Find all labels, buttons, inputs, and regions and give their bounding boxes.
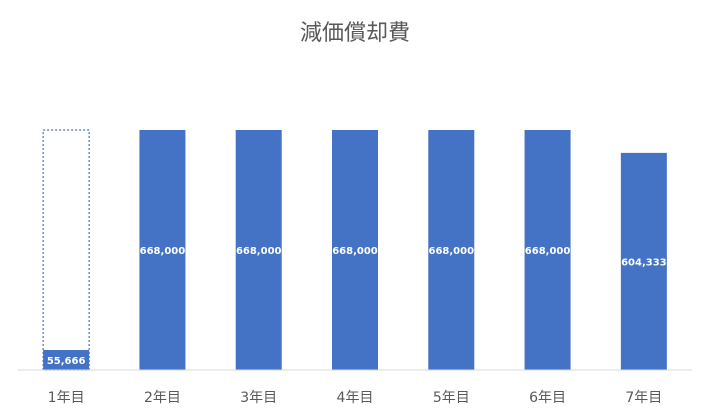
x-tick-label: 6年目 bbox=[529, 390, 566, 406]
bar-outline-1 bbox=[42, 129, 90, 371]
x-tick-label: 2年目 bbox=[144, 390, 181, 406]
bar bbox=[428, 130, 475, 370]
data-label: 668,000 bbox=[525, 246, 571, 257]
chart-title: 減価償却費 bbox=[300, 21, 410, 46]
data-label: 668,000 bbox=[236, 246, 282, 257]
plot-area: 55,666 668,000 668,000 668,000 668,000 668,00… bbox=[42, 129, 667, 371]
x-axis-ticks: 1年目 2年目 3年目 4年目 5年目 6年目 7年目 bbox=[48, 390, 663, 406]
bar bbox=[235, 130, 282, 370]
x-tick-label: 4年目 bbox=[337, 390, 374, 406]
bar bbox=[43, 350, 90, 370]
x-tick-label: 3年目 bbox=[240, 390, 277, 406]
bar bbox=[524, 130, 571, 370]
bar bbox=[139, 130, 186, 370]
data-label: 668,000 bbox=[332, 246, 378, 257]
data-label: 668,000 bbox=[429, 246, 475, 257]
bar bbox=[332, 130, 378, 370]
data-label: 668,000 bbox=[140, 246, 186, 257]
data-label: 604,333 bbox=[621, 257, 667, 268]
x-tick-label: 5年目 bbox=[433, 390, 470, 406]
x-tick-label: 7年目 bbox=[625, 390, 662, 406]
bar bbox=[620, 152, 667, 370]
data-label: 55,666 bbox=[47, 356, 86, 367]
x-tick-label: 1年目 bbox=[48, 390, 85, 406]
